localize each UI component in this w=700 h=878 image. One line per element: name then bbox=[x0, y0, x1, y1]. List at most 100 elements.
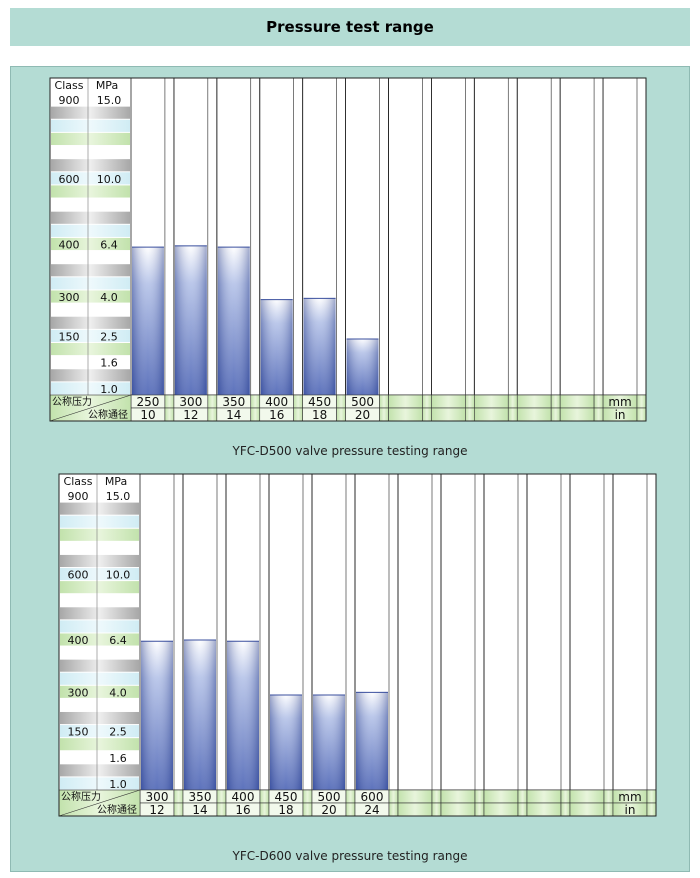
footer-cell bbox=[526, 789, 562, 804]
scale-band-gray bbox=[51, 106, 130, 119]
tick-label-in: 24 bbox=[364, 803, 379, 817]
tick-label-in: 14 bbox=[226, 408, 241, 422]
footer-cell bbox=[569, 802, 605, 817]
scale-band-blue bbox=[60, 568, 139, 581]
bar-shade-450 bbox=[270, 694, 302, 790]
footer-cell bbox=[440, 789, 476, 804]
scale-class-label: 900 bbox=[59, 94, 80, 107]
chart-d500-caption: YFC-D500 valve pressure testing range bbox=[232, 444, 468, 458]
scale-mpa-label: 15.0 bbox=[97, 94, 122, 107]
scale-band-gray bbox=[60, 659, 139, 672]
footer-gap-cell bbox=[517, 789, 528, 804]
scale-band-blue bbox=[51, 277, 130, 290]
scale-mpa-label: 1.0 bbox=[100, 383, 118, 396]
footer-gap-cell bbox=[474, 789, 485, 804]
footer-gap-cell bbox=[560, 802, 571, 817]
footer-cell bbox=[483, 789, 519, 804]
tick-label-in: 12 bbox=[149, 803, 164, 817]
scale-class-label: 300 bbox=[68, 686, 89, 699]
chart-d600-caption: YFC-D600 valve pressure testing range bbox=[232, 849, 468, 863]
scale-class-label: 300 bbox=[59, 291, 80, 304]
tick-label-mm: 600 bbox=[361, 790, 384, 804]
scale-class-label: 400 bbox=[68, 634, 89, 647]
tick-label-mm: 300 bbox=[179, 395, 202, 409]
scale-band-white bbox=[60, 594, 139, 607]
unit-label-in: in bbox=[625, 803, 636, 817]
footer-cell bbox=[397, 789, 433, 804]
footer-label-pressure: 公称压力 bbox=[61, 790, 101, 803]
scale-band-white bbox=[51, 251, 130, 264]
tick-label-in: 20 bbox=[321, 803, 336, 817]
tick-label-mm: 250 bbox=[137, 395, 160, 409]
bar-shade-400 bbox=[227, 640, 259, 790]
scale-class-label: 900 bbox=[68, 490, 89, 503]
scale-band-blue bbox=[51, 382, 130, 395]
scale-band-white bbox=[60, 698, 139, 711]
scale-mpa-label: 1.6 bbox=[109, 752, 127, 765]
scale-band-green bbox=[51, 342, 130, 356]
footer-gap-cell bbox=[302, 802, 313, 817]
scale-band-white bbox=[51, 93, 130, 106]
scale-band-green bbox=[60, 633, 139, 646]
scale-mpa-label: 15.0 bbox=[106, 490, 131, 503]
scale-header-mpa: MPa bbox=[96, 79, 118, 92]
tick-label-mm: 400 bbox=[265, 395, 288, 409]
bar-shade-300 bbox=[141, 640, 173, 790]
scale-band-green bbox=[51, 290, 130, 303]
footer-cell bbox=[483, 802, 519, 817]
scale-class-label: 600 bbox=[59, 173, 80, 186]
scale-band-blue bbox=[60, 515, 139, 528]
tick-label-mm: 450 bbox=[308, 395, 331, 409]
bar-shade-450 bbox=[303, 297, 336, 395]
tick-label-in: 10 bbox=[140, 408, 155, 422]
scale-mpa-label: 6.4 bbox=[109, 634, 127, 647]
scale-header-class: Class bbox=[55, 79, 84, 92]
scale-mpa-label: 2.5 bbox=[100, 330, 118, 343]
bar-shade-250 bbox=[132, 246, 164, 395]
unit-label-in: in bbox=[615, 408, 626, 422]
tick-label-mm: 300 bbox=[146, 790, 169, 804]
footer-gap-cell bbox=[603, 789, 614, 804]
footer-gap-cell bbox=[173, 802, 184, 817]
chart-frame-border bbox=[49, 77, 647, 422]
scale-band-gray bbox=[51, 369, 130, 382]
scale-band-gray bbox=[60, 711, 139, 725]
scale-band-blue bbox=[51, 224, 130, 237]
scale-band-blue bbox=[51, 329, 130, 342]
unit-label-mm: mm bbox=[618, 790, 641, 804]
bar-shade-600 bbox=[356, 691, 388, 790]
scale-mpa-label: 1.6 bbox=[100, 357, 118, 370]
scale-class-label: 600 bbox=[68, 569, 89, 582]
footer-diagonal bbox=[58, 789, 141, 817]
scale-band-green bbox=[60, 685, 139, 698]
footer-cell bbox=[526, 802, 562, 817]
scale-class-label: 150 bbox=[68, 726, 89, 739]
footer-gap-cell bbox=[259, 802, 270, 817]
footer-label-diameter: 公称通径 bbox=[97, 803, 137, 816]
footer-gap-cell bbox=[474, 802, 485, 817]
scale-band-gray bbox=[60, 554, 139, 568]
scale-header-mpa: MPa bbox=[105, 475, 127, 488]
scale-band-blue bbox=[60, 620, 139, 633]
footer-gap-cell bbox=[302, 789, 313, 804]
footer-cell bbox=[397, 802, 433, 817]
scale-header-class: Class bbox=[64, 475, 93, 488]
tick-label-mm: 350 bbox=[189, 790, 212, 804]
footer-gap-cell bbox=[646, 802, 657, 817]
scale-band-white bbox=[51, 356, 130, 369]
scale-band-green bbox=[60, 581, 139, 594]
footer-gap-cell bbox=[431, 802, 442, 817]
bar-shade-500 bbox=[346, 338, 379, 395]
footer-gap-cell bbox=[173, 789, 184, 804]
scale-band-blue bbox=[60, 672, 139, 685]
scale-mpa-label: 2.5 bbox=[109, 726, 127, 739]
scale-band-gray bbox=[51, 211, 130, 224]
scale-band-gray bbox=[60, 764, 139, 777]
tick-label-mm: 500 bbox=[351, 395, 374, 409]
scale-band-blue bbox=[60, 777, 139, 790]
footer-cell bbox=[440, 802, 476, 817]
scale-band-white bbox=[60, 541, 139, 554]
tick-label-in: 20 bbox=[355, 408, 370, 422]
scale-band-green bbox=[60, 528, 139, 541]
